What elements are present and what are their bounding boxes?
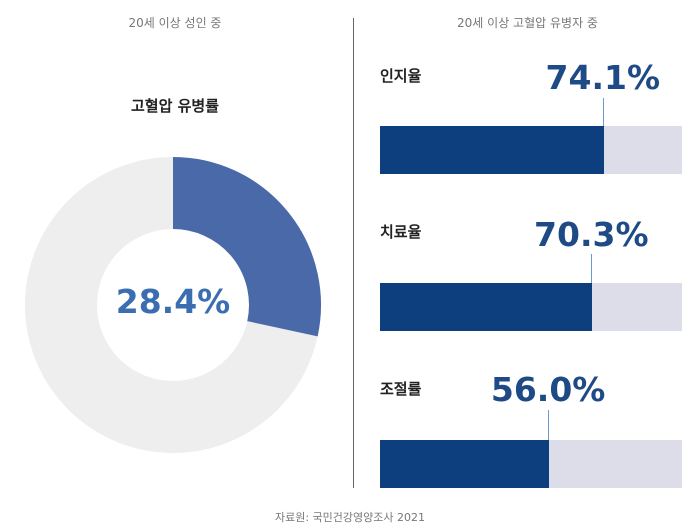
bar-label-treatment: 치료율: [380, 223, 422, 241]
panel-divider: [353, 18, 354, 488]
bar-track-awareness: [380, 126, 682, 174]
bar-track-treatment: [380, 283, 682, 331]
right-panel-subtitle: 20세 이상 고혈압 유병자 중: [457, 16, 598, 30]
donut-title: 고혈압 유병률: [130, 97, 220, 115]
bar-value-treatment: 70.3%: [534, 215, 649, 254]
bar-track-control: [380, 440, 682, 488]
bar-value-awareness: 74.1%: [545, 58, 661, 97]
source-note: 자료원: 국민건강영양조사 2021: [274, 511, 425, 524]
left-panel-subtitle: 20세 이상 성인 중: [128, 16, 222, 30]
bar-fill-treatment: [380, 283, 593, 331]
donut-chart: [25, 157, 321, 453]
bar-value-control: 56.0%: [490, 370, 606, 409]
donut-slice: [171, 157, 321, 337]
bar-fill-control: [380, 440, 550, 488]
bar-label-awareness: 인지율: [380, 67, 422, 85]
donut-center-value: 28.4%: [115, 282, 231, 321]
bar-leader-control: [548, 410, 550, 440]
bar-label-control: 조절률: [380, 380, 422, 398]
bar-leader-awareness: [602, 98, 604, 126]
bar-fill-awareness: [380, 126, 604, 174]
bar-leader-treatment: [591, 254, 593, 283]
